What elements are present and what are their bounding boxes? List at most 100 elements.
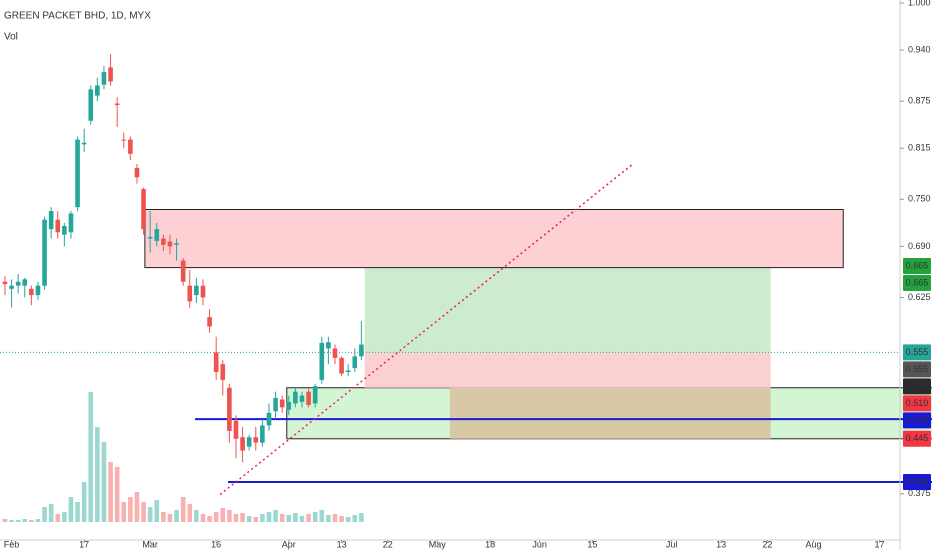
candle-body — [141, 189, 146, 230]
zone-rect — [449, 387, 771, 439]
price-label: 0.665 — [906, 260, 929, 270]
candle-body — [161, 238, 166, 245]
candle-body — [62, 225, 67, 235]
price-label: 0.390 — [906, 476, 929, 486]
candle-body — [167, 241, 173, 247]
zone-rect — [364, 352, 771, 388]
candle-body — [352, 356, 358, 369]
candle-body — [233, 420, 239, 439]
volume-bar — [319, 510, 325, 522]
price-label-box — [903, 378, 931, 395]
candle-body — [22, 279, 28, 286]
volume-bar — [359, 513, 364, 522]
candle-body — [128, 139, 133, 154]
candle-body — [147, 236, 153, 239]
price-label: 0.510 — [906, 398, 929, 408]
price-label: 0.555 — [906, 347, 929, 357]
volume-bar — [273, 510, 278, 522]
price-label-box — [903, 275, 931, 292]
price-label: 0.470 — [906, 415, 929, 425]
x-tick-label: Jun — [532, 539, 547, 549]
candle-body — [240, 437, 245, 451]
volume-bar — [128, 497, 133, 522]
volume-bar — [68, 497, 74, 522]
candle-body — [266, 412, 272, 426]
candle-body — [359, 344, 364, 357]
volume-bar — [174, 510, 179, 522]
x-tick-label: Apr — [282, 539, 296, 549]
x-tick-label: 16 — [211, 539, 221, 549]
volume-bar — [266, 512, 272, 522]
candle-body — [306, 391, 311, 406]
x-tick-label: Feb — [4, 539, 20, 549]
price-label: 0.665 — [906, 277, 929, 287]
candle-body — [194, 285, 199, 296]
y-tick-label: 0.750 — [908, 194, 931, 204]
volume-bar — [227, 510, 232, 522]
candle-body — [213, 352, 219, 373]
volume-bar — [180, 497, 186, 522]
candle-body — [48, 211, 54, 230]
x-tick-label: 18 — [485, 539, 495, 549]
volume-bar — [299, 516, 305, 522]
zone-rect — [144, 209, 844, 269]
volume-bar — [35, 519, 41, 522]
candle-body — [293, 391, 298, 404]
volume-bar — [293, 513, 298, 522]
candle-body — [29, 288, 34, 296]
volume-bar — [220, 508, 226, 522]
y-tick-label: 0.375 — [908, 488, 931, 498]
volume-bar — [48, 504, 54, 522]
volume-label: Vol — [4, 32, 18, 43]
price-label: 0.555 — [906, 381, 929, 391]
volume-bar — [332, 514, 338, 522]
candle-body — [101, 72, 107, 85]
candle-body — [332, 348, 338, 358]
x-tick-label: Jul — [666, 539, 678, 549]
candle-body — [95, 85, 100, 96]
price-label: 0.555 — [906, 364, 929, 374]
candle-body — [319, 342, 325, 380]
candle-body — [108, 67, 113, 82]
volume-bar — [253, 517, 259, 522]
candle-body — [9, 285, 14, 289]
zone-rect — [364, 266, 771, 353]
candle-body — [253, 437, 259, 443]
volume-bar — [345, 517, 351, 522]
volume-bar — [141, 502, 146, 522]
volume-bar — [15, 520, 21, 522]
price-label-box — [903, 473, 931, 490]
volume-bar — [101, 442, 107, 522]
candle-body — [42, 219, 47, 286]
y-tick-label: 1.000 — [908, 0, 931, 7]
candle-body — [35, 285, 41, 296]
candle-body — [339, 357, 344, 374]
x-tick-label: 22 — [762, 539, 772, 549]
candle-body — [75, 139, 80, 208]
x-tick-label: 17 — [79, 539, 89, 549]
volume-bar — [2, 519, 8, 522]
chart-title: GREEN PACKET BHD, 1D, MYX — [4, 11, 151, 22]
price-label: 0.445 — [906, 433, 929, 443]
volume-bar — [62, 512, 67, 522]
y-tick-label: 0.625 — [908, 292, 931, 302]
volume-bar — [200, 514, 206, 522]
candle-body — [15, 281, 21, 286]
volume-bar — [88, 392, 94, 522]
candle-body — [114, 103, 120, 106]
price-label-box — [903, 258, 931, 275]
volume-bar — [240, 513, 245, 522]
volume-bar — [187, 504, 193, 522]
candle-body — [200, 285, 206, 298]
candle-body — [121, 139, 127, 141]
volume-bar — [312, 512, 318, 522]
x-tick-label: May — [429, 539, 447, 549]
candle-body — [55, 219, 61, 233]
candle-body — [326, 342, 331, 349]
x-tick-label: 17 — [875, 539, 885, 549]
volume-bar — [114, 467, 120, 522]
price-label-box — [903, 344, 931, 361]
candle-body — [299, 395, 305, 402]
y-tick-label: 0.875 — [908, 96, 931, 106]
